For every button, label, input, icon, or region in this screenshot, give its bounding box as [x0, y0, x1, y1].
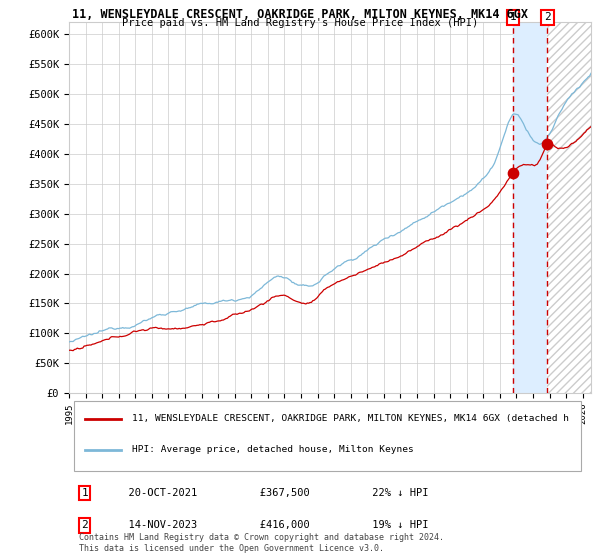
Text: Price paid vs. HM Land Registry's House Price Index (HPI): Price paid vs. HM Land Registry's House …: [122, 18, 478, 28]
Text: 1: 1: [509, 12, 517, 22]
Point: [508, 169, 518, 178]
Text: 1: 1: [81, 488, 88, 498]
Bar: [547, 22, 591, 393]
Bar: [547, 22, 591, 393]
FancyBboxPatch shape: [74, 402, 581, 470]
Text: 11, WENSLEYDALE CRESCENT, OAKRIDGE PARK, MILTON KEYNES, MK14 6GX (detached h: 11, WENSLEYDALE CRESCENT, OAKRIDGE PARK,…: [131, 414, 569, 423]
Point: [542, 140, 552, 149]
Bar: [513, 22, 547, 393]
Text: 2: 2: [544, 12, 551, 22]
Text: 14-NOV-2023          £416,000          19% ↓ HPI: 14-NOV-2023 £416,000 19% ↓ HPI: [116, 520, 428, 530]
Text: 20-OCT-2021          £367,500          22% ↓ HPI: 20-OCT-2021 £367,500 22% ↓ HPI: [116, 488, 428, 498]
Text: 2: 2: [81, 520, 88, 530]
Text: Contains HM Land Registry data © Crown copyright and database right 2024.
This d: Contains HM Land Registry data © Crown c…: [79, 533, 445, 553]
Text: HPI: Average price, detached house, Milton Keynes: HPI: Average price, detached house, Milt…: [131, 445, 413, 454]
Text: 11, WENSLEYDALE CRESCENT, OAKRIDGE PARK, MILTON KEYNES, MK14 6GX: 11, WENSLEYDALE CRESCENT, OAKRIDGE PARK,…: [72, 8, 528, 21]
